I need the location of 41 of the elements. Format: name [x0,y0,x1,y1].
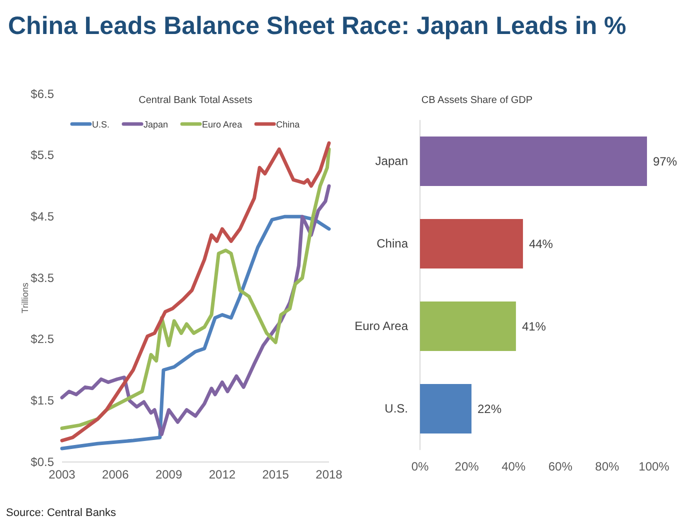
line-series [60,214,331,450]
data-label: 41% [522,319,546,334]
x-tick-label: 2015 [262,468,290,482]
y-tick-label: Euro Area [354,319,408,334]
data-label: 22% [477,402,502,416]
y-tick-label: $6.5 [30,86,54,101]
bar [420,136,647,186]
legend-label: China [276,120,300,130]
chart-title: CB Assets Share of GDP [421,95,533,106]
x-tick-label: 60% [548,460,573,474]
data-label: 97% [652,154,678,168]
x-tick-label: 2012 [208,468,236,482]
y-axis-title: Trillions [20,282,30,314]
chart-title: China Leads Balance Sheet Race: Japan Leads in % [8,12,626,40]
y-tick-label: $1.5 [30,394,54,408]
bar [420,384,472,434]
y-tick-label: $0.5 [30,454,54,469]
y-tick-label: China [376,236,408,251]
x-tick-label: 0% [411,460,429,474]
x-tick-label: 100% [638,460,670,474]
y-tick-label: $4.5 [30,210,54,224]
bar [420,219,523,268]
x-tick-label: 80% [595,460,620,474]
x-tick-label: 2003 [48,468,76,482]
legend-label: U.S. [92,120,110,130]
x-tick-label: 2018 [316,468,343,482]
legend-label: Euro Area [202,120,242,130]
y-tick-label: Japan [375,154,408,168]
y-tick-label: U.S. [384,402,408,416]
y-tick-label: $2.5 [30,332,54,346]
bar [420,302,516,351]
source-note: Source: Central Banks [6,507,117,519]
chart-subtitle: Central Bank Total Assets [138,95,252,106]
x-tick-label: 20% [454,460,480,474]
x-tick-label: 2009 [155,468,182,482]
x-tick-label: 2006 [102,468,130,482]
y-tick-label: $3.5 [30,270,54,285]
x-tick-label: 40% [502,460,526,474]
legend-label: Japan [144,120,168,130]
y-tick-label: $5.5 [30,148,54,162]
data-label: 44% [528,236,554,251]
